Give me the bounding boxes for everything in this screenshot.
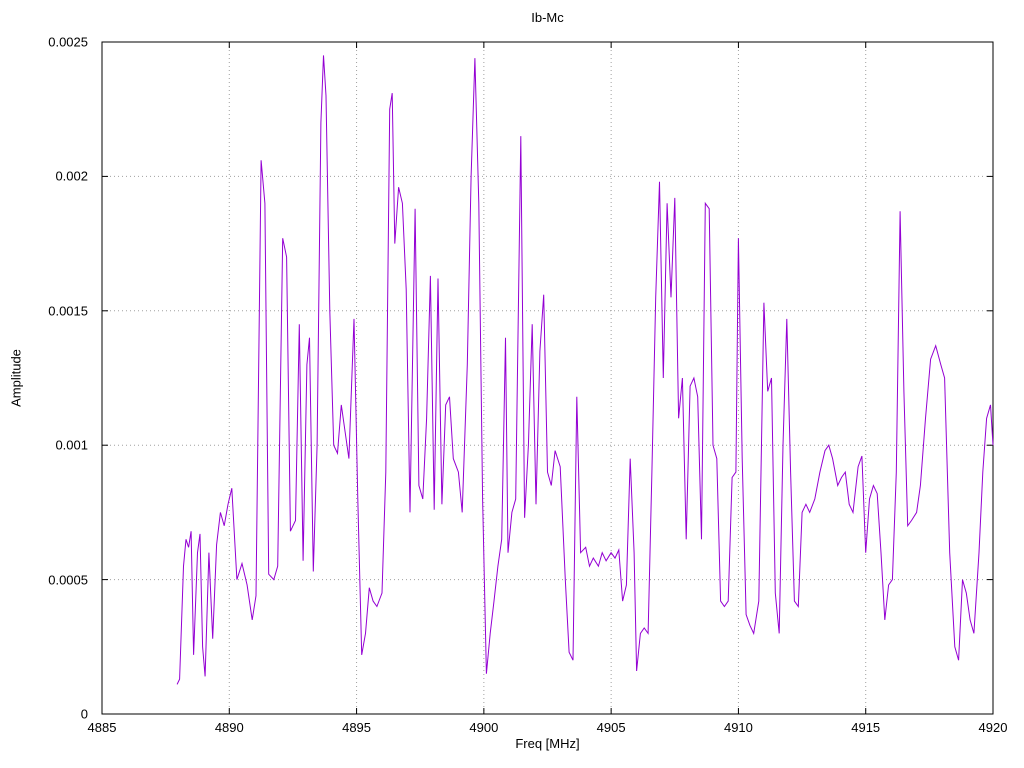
y-tick-label: 0	[80, 706, 88, 722]
x-tick-label: 4900	[469, 720, 499, 735]
x-tick-label: 4910	[723, 720, 753, 735]
y-axis-tick-labels: 0 0.0005 0.001 0.0015 0.002 0.0025	[0, 0, 96, 768]
y-tick-label: 0.0015	[48, 303, 88, 319]
y-tick-label: 0.0025	[48, 34, 88, 50]
x-tick-label: 4915	[851, 720, 881, 735]
x-tick-label: 4905	[596, 720, 626, 735]
x-tick-label: 4890	[214, 720, 244, 735]
x-tick-label: 4885	[87, 720, 117, 735]
x-tick-label: 4920	[978, 720, 1008, 735]
x-axis-tick-labels: 4885 4890 4895 4900 4905 4910 4915 4920	[0, 720, 1024, 738]
x-axis-label: Freq [MHz]	[515, 736, 580, 751]
y-tick-label: 0.002	[55, 168, 88, 184]
chart-title: Ib-Mc	[531, 10, 564, 25]
y-tick-label: 0.0005	[48, 572, 88, 588]
y-tick-label: 0.001	[55, 437, 88, 453]
x-tick-label: 4895	[342, 720, 372, 735]
